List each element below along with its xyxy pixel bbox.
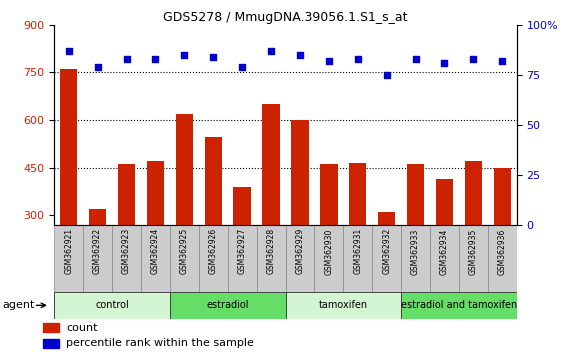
Bar (89, 209, 106, 310)
Bar (286, 225, 315, 292)
Point (353, 56, 363, 62)
Bar (170, 225, 199, 292)
Point (267, 48, 276, 53)
Point (411, 56, 420, 62)
Bar (459, 225, 488, 292)
Text: GDS5278 / MmugDNA.39056.1.S1_s_at: GDS5278 / MmugDNA.39056.1.S1_s_at (163, 11, 408, 24)
Text: GSM362924: GSM362924 (151, 228, 160, 274)
Point (498, 58, 507, 64)
Point (151, 56, 160, 62)
Text: tamoxifen: tamoxifen (319, 300, 368, 310)
Point (382, 72, 391, 78)
Bar (54, 225, 83, 292)
Text: GSM362931: GSM362931 (353, 228, 362, 274)
Text: control: control (95, 300, 129, 310)
Bar (112, 225, 141, 292)
Point (238, 64, 247, 70)
Text: GSM362935: GSM362935 (469, 228, 478, 275)
Bar (204, 137, 222, 310)
Text: GSM362925: GSM362925 (180, 228, 189, 274)
Bar (493, 168, 511, 310)
Bar (286, 292, 401, 319)
Point (180, 52, 189, 58)
Text: count: count (66, 322, 98, 332)
Text: GSM362921: GSM362921 (64, 228, 73, 274)
Text: estradiol and tamoxifen: estradiol and tamoxifen (401, 300, 517, 310)
Text: GSM362932: GSM362932 (382, 228, 391, 274)
Text: GSM362936: GSM362936 (498, 228, 507, 275)
Text: GSM362933: GSM362933 (411, 228, 420, 275)
Bar (83, 225, 112, 292)
Point (208, 54, 218, 59)
Text: estradiol: estradiol (207, 300, 249, 310)
Bar (170, 292, 286, 319)
Bar (465, 161, 482, 310)
Bar (349, 163, 367, 310)
Text: GSM362922: GSM362922 (93, 228, 102, 274)
Bar (256, 225, 286, 292)
Bar (488, 225, 517, 292)
Bar (176, 114, 193, 310)
Bar (228, 225, 256, 292)
Bar (199, 225, 228, 292)
Point (122, 56, 131, 62)
Bar (401, 292, 517, 319)
Text: percentile rank within the sample: percentile rank within the sample (66, 338, 254, 348)
Bar (54, 292, 170, 319)
Bar (141, 225, 170, 292)
Text: GSM362923: GSM362923 (122, 228, 131, 274)
Bar (118, 165, 135, 310)
Text: GSM362934: GSM362934 (440, 228, 449, 275)
Bar (436, 179, 453, 310)
Bar (343, 225, 372, 292)
Bar (43, 323, 59, 332)
Bar (407, 165, 424, 310)
Point (64, 48, 73, 53)
Bar (60, 69, 77, 310)
Point (324, 58, 333, 64)
Text: agent: agent (3, 300, 35, 310)
Text: GSM362927: GSM362927 (238, 228, 247, 274)
Bar (378, 212, 395, 310)
Point (93, 64, 102, 70)
Bar (320, 165, 337, 310)
Point (440, 60, 449, 65)
Text: GSM362930: GSM362930 (324, 228, 333, 275)
Bar (430, 225, 459, 292)
Bar (43, 339, 59, 348)
Bar (401, 225, 430, 292)
Bar (234, 187, 251, 310)
Bar (315, 225, 343, 292)
Point (469, 56, 478, 62)
Text: GSM362926: GSM362926 (209, 228, 218, 274)
Bar (372, 225, 401, 292)
Text: GSM362929: GSM362929 (295, 228, 304, 274)
Bar (263, 104, 280, 310)
Bar (147, 161, 164, 310)
Point (295, 52, 304, 58)
Text: GSM362928: GSM362928 (267, 228, 276, 274)
Bar (291, 120, 309, 310)
